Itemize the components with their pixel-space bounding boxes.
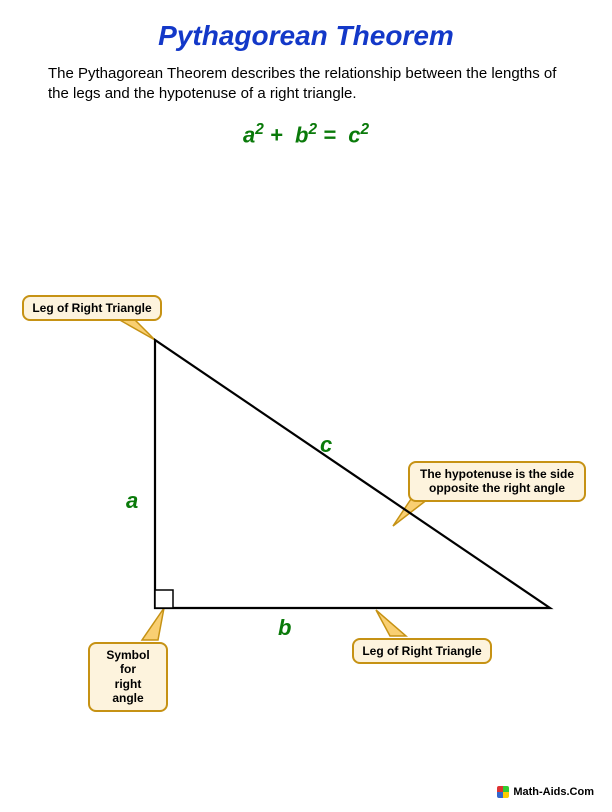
- callout-ra-line1: Symbol for: [106, 648, 149, 676]
- callout-leg-bottom: Leg of Right Triangle: [352, 638, 492, 664]
- callout-hyp-line2: opposite the right angle: [429, 481, 565, 495]
- logo-icon: [497, 786, 509, 798]
- callout-right-angle: Symbol for right angle: [88, 642, 168, 712]
- callout-hyp-line1: The hypotenuse is the side: [420, 467, 574, 481]
- side-label-c: c: [320, 432, 332, 458]
- side-label-a: a: [126, 488, 138, 514]
- callout-hypotenuse: The hypotenuse is the side opposite the …: [408, 461, 586, 502]
- side-label-b: b: [278, 615, 291, 641]
- callout-ra-line2: right angle: [112, 677, 143, 705]
- callout-leg-top: Leg of Right Triangle: [22, 295, 162, 321]
